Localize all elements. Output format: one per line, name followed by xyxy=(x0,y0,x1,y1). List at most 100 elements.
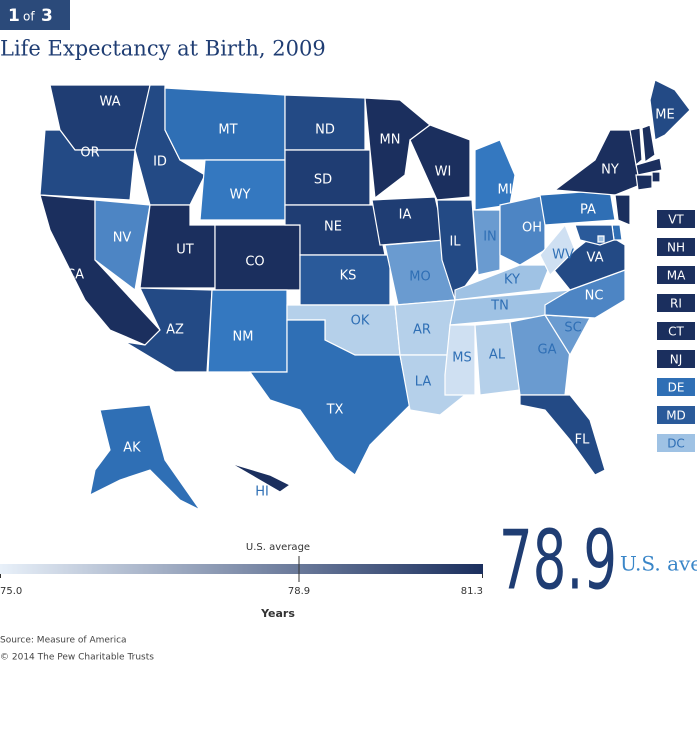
state-label: IN xyxy=(483,230,497,245)
state-box xyxy=(657,210,695,228)
state-label: MI xyxy=(497,183,512,198)
state-label: AK xyxy=(123,441,141,456)
state-label: NV xyxy=(113,231,132,246)
state-label: GA xyxy=(538,343,557,358)
state-label: FL xyxy=(575,433,590,448)
state-label: KY xyxy=(504,273,520,288)
state-label: WV xyxy=(552,248,574,263)
big-value: 78.9 xyxy=(499,513,617,608)
legend-bar xyxy=(0,564,483,574)
state xyxy=(454,264,551,301)
state-label: KS xyxy=(340,269,357,284)
state-label: WA xyxy=(99,95,120,110)
state xyxy=(248,319,411,476)
state xyxy=(641,124,656,164)
state-label: OK xyxy=(351,314,370,329)
state-box xyxy=(657,322,695,340)
state xyxy=(409,124,471,201)
state xyxy=(509,314,571,396)
state-label: AR xyxy=(413,323,431,338)
state-box xyxy=(657,406,695,424)
state xyxy=(635,157,663,176)
state-box-label: MD xyxy=(666,409,686,423)
state xyxy=(89,404,201,511)
state-label: IA xyxy=(399,208,412,223)
state-label: IL xyxy=(449,235,461,250)
state-box xyxy=(657,350,695,368)
state-label: NC xyxy=(585,289,604,304)
big-label: U.S. average xyxy=(620,552,697,576)
state-box xyxy=(657,378,695,396)
state-label: NE xyxy=(324,220,342,235)
state xyxy=(229,462,292,493)
state-label: TN xyxy=(490,299,509,314)
state-label: UT xyxy=(176,243,194,258)
state-box xyxy=(657,238,695,256)
state-label: OH xyxy=(522,221,542,236)
title: Life Expectancy at Birth, 2009 xyxy=(0,37,326,61)
state-label: ME xyxy=(655,108,674,123)
state-box xyxy=(657,266,695,284)
state-label: MN xyxy=(380,133,401,148)
state-label: ID xyxy=(153,155,167,170)
state-label: AL xyxy=(489,348,506,363)
state xyxy=(499,194,546,266)
state-label: MO xyxy=(409,270,430,285)
state-label: WY xyxy=(230,188,251,203)
state-label: CA xyxy=(66,268,84,283)
state xyxy=(444,324,476,396)
state-label: LA xyxy=(415,375,432,390)
legend-tick-label: 81.3 xyxy=(461,586,483,597)
state-label: ND xyxy=(315,123,335,138)
state-box-label: DE xyxy=(668,381,685,395)
legend-tick-label: 78.9 xyxy=(288,586,310,597)
state xyxy=(635,174,653,191)
state xyxy=(597,235,605,243)
state xyxy=(94,199,151,292)
state-label: SD xyxy=(314,173,332,188)
state-label: NM xyxy=(233,330,254,345)
state xyxy=(614,194,631,226)
state xyxy=(472,209,501,276)
state-label: AZ xyxy=(166,323,184,338)
legend-tick-label: 75.0 xyxy=(0,586,22,597)
state-label: MS xyxy=(452,351,471,366)
state-box xyxy=(657,294,695,312)
state-label: WI xyxy=(435,165,452,180)
state-box-label: CT xyxy=(668,325,684,339)
state xyxy=(651,171,661,183)
copyright: © 2014 The Pew Charitable Trusts xyxy=(0,653,154,663)
state-box-label: DC xyxy=(667,437,685,451)
state-label: HI xyxy=(255,485,269,500)
state-box-label: RI xyxy=(670,297,682,311)
state xyxy=(364,97,431,200)
legend-axis-title: Years xyxy=(260,607,295,620)
state-box-label: MA xyxy=(667,269,686,283)
state xyxy=(474,139,516,211)
state xyxy=(519,394,606,476)
state-label: PA xyxy=(580,203,596,218)
badge-page: 1 xyxy=(8,6,20,26)
state xyxy=(553,129,641,196)
state xyxy=(539,189,616,226)
state xyxy=(539,223,576,277)
state xyxy=(629,127,643,167)
badge-total: 3 xyxy=(41,6,53,26)
source: Source: Measure of America xyxy=(0,636,127,646)
state-label: MT xyxy=(218,123,237,138)
state-box xyxy=(657,434,695,452)
state-box-label: NH xyxy=(667,241,685,255)
state xyxy=(574,224,615,246)
state-box-label: VT xyxy=(668,213,684,227)
badge-of: of xyxy=(23,10,35,24)
state-label: TX xyxy=(326,403,344,418)
state-box-label: NJ xyxy=(670,353,683,367)
state-label: SC xyxy=(564,321,581,336)
badge xyxy=(0,0,70,30)
legend-caption: U.S. average xyxy=(246,542,310,553)
state-label: NY xyxy=(601,163,619,178)
state xyxy=(436,199,478,302)
state-label: OR xyxy=(80,146,99,161)
